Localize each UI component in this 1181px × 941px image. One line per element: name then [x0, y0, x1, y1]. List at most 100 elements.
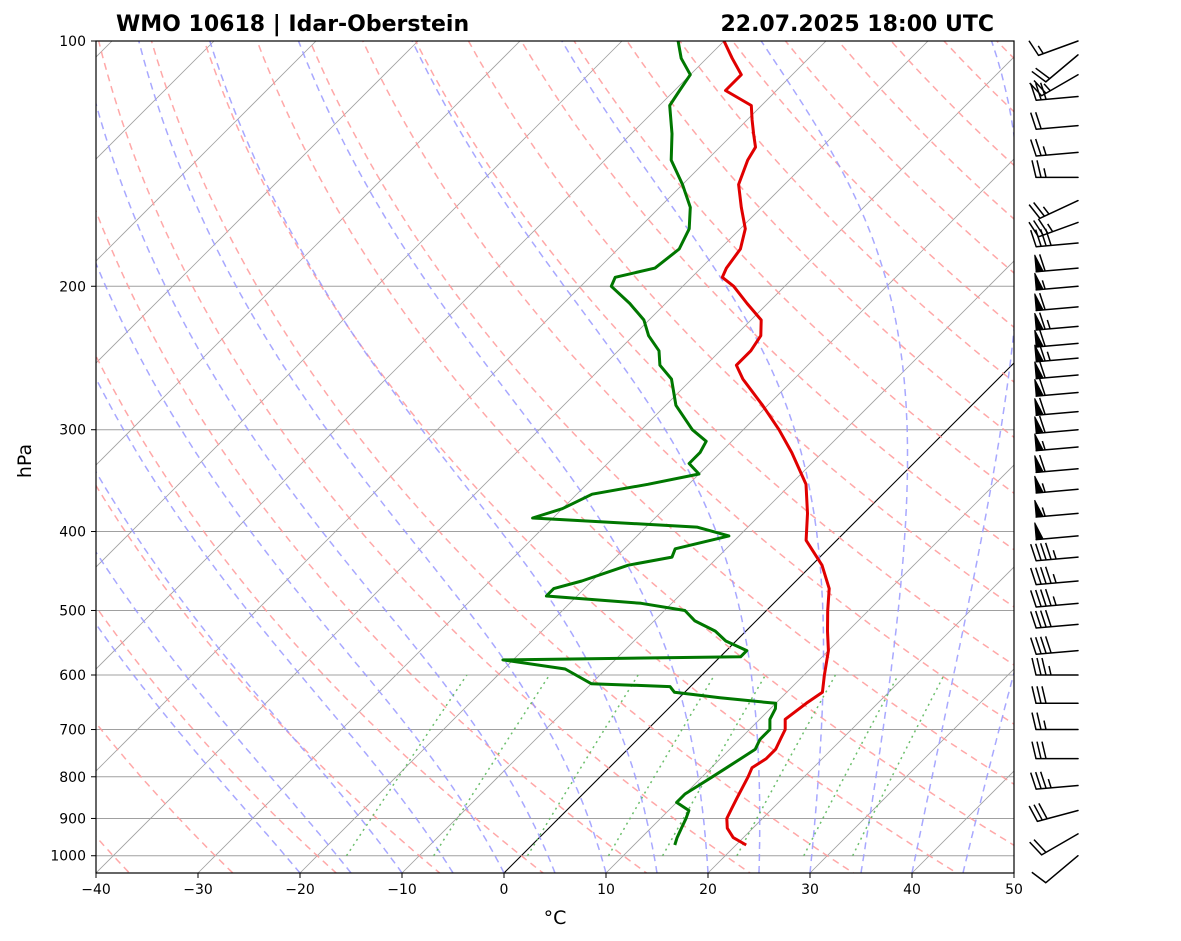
moist-adiabat-line — [96, 550, 352, 873]
wind-barb — [1029, 771, 1079, 790]
isotherm-line — [707, 566, 1014, 873]
wind-barb — [1029, 138, 1079, 157]
x-tick-label: 40 — [903, 882, 921, 898]
wind-barb — [1028, 199, 1079, 220]
wind-barb — [1029, 73, 1079, 97]
y-tick-label: 100 — [59, 34, 86, 50]
isotherm-line — [299, 158, 1014, 873]
isotherm-line — [96, 41, 623, 568]
moist-adiabat-line — [96, 261, 505, 873]
wind-barb — [1029, 111, 1079, 130]
x-tick-label: 20 — [699, 882, 717, 898]
chart-title-station: WMO 10618 | Idar-Oberstein — [116, 12, 469, 37]
wind-barb — [1029, 566, 1079, 586]
moist-adiabat-line — [96, 622, 301, 873]
wind-barb — [1031, 712, 1079, 731]
x-tick-label: −40 — [81, 882, 111, 898]
dry-adiabat-line — [96, 484, 441, 873]
x-tick-label: −30 — [183, 882, 213, 898]
y-tick-label: 700 — [59, 723, 86, 739]
x-tick-label: 0 — [500, 882, 509, 898]
wind-barb — [1031, 741, 1079, 760]
isotherm-line — [401, 260, 1014, 873]
x-axis-ticks: −40 −30 −20 −10 0 10 20 30 40 50 — [81, 873, 1023, 898]
wind-barb — [1034, 454, 1079, 474]
wind-barb — [1031, 686, 1079, 705]
isotherm-line — [96, 41, 419, 364]
mixing-ratio-line — [526, 674, 639, 857]
dry-adiabat-line — [256, 41, 1014, 847]
y-tick-label: 400 — [59, 525, 86, 541]
profile-line-2 — [501, 41, 778, 846]
wind-barbs — [1028, 40, 1079, 884]
wind-barb — [1034, 475, 1079, 494]
profile-line-1 — [720, 41, 831, 847]
x-tick-label: −20 — [285, 882, 315, 898]
moist-adiabat-line — [297, 41, 709, 873]
mixing-ratio-line — [607, 674, 716, 857]
mixing-ratio-line — [736, 674, 837, 857]
y-tick-label: 300 — [59, 423, 86, 439]
dry-adiabat-line — [573, 41, 1014, 495]
dry-adiabat-line — [150, 41, 855, 873]
x-tick-label: 50 — [1005, 882, 1023, 898]
wind-barb — [1034, 272, 1079, 291]
wind-barb — [1029, 636, 1079, 655]
wind-barb — [1028, 803, 1079, 823]
wind-barb — [1034, 522, 1079, 541]
wind-barb — [1029, 542, 1079, 562]
y-axis-ticks: 100 200 300 400 500 600 700 800 900 1000 — [50, 34, 96, 865]
plot-frame — [95, 40, 1015, 874]
wind-barb — [1028, 40, 1079, 57]
x-tick-label: −10 — [387, 882, 417, 898]
isotherm-line — [96, 41, 725, 670]
wind-barb — [1034, 397, 1079, 416]
y-tick-label: 800 — [59, 770, 86, 786]
y-tick-label: 600 — [59, 668, 86, 684]
dry-adiabat-line — [467, 41, 1014, 608]
y-tick-label: 1000 — [50, 849, 86, 865]
dry-adiabat-line — [96, 209, 648, 873]
isotherm-line — [96, 41, 521, 466]
y-tick-label: 200 — [59, 279, 86, 295]
dry-adiabat-line — [361, 41, 1014, 725]
wind-barb — [1034, 254, 1079, 273]
isotherm-line — [197, 56, 1014, 873]
wind-barb — [1029, 833, 1079, 856]
moist-adiabat-line — [96, 101, 556, 873]
mixing-ratio-line — [661, 674, 767, 857]
wind-barb — [1028, 218, 1079, 238]
dry-adiabat-line — [96, 354, 545, 873]
wind-barb — [1034, 329, 1079, 348]
wind-barb — [1034, 378, 1079, 397]
moist-adiabat-line — [96, 470, 403, 873]
wind-barb — [1034, 361, 1079, 380]
y-tick-label: 500 — [59, 603, 86, 619]
moist-adiabat-line — [96, 376, 454, 873]
wind-barb — [1034, 499, 1079, 518]
wind-barb — [1034, 433, 1079, 452]
wind-barb — [1034, 312, 1079, 331]
profile-lines — [501, 41, 831, 847]
wind-barb — [1034, 292, 1079, 312]
wind-barb — [1034, 344, 1079, 363]
x-tick-label: 30 — [801, 882, 819, 898]
reference-lines — [96, 41, 1014, 873]
moist-adiabat-line — [138, 41, 607, 873]
y-tick-label: 900 — [59, 811, 86, 827]
dry-adiabat-line — [96, 605, 338, 873]
x-axis-label: °C — [544, 907, 567, 929]
isotherm-line — [503, 362, 1014, 873]
isotherm-line — [96, 41, 317, 262]
x-tick-label: 10 — [597, 882, 615, 898]
wind-barb — [1031, 854, 1079, 884]
moist-adiabat-line — [911, 41, 1014, 873]
y-axis-label: hPa — [14, 444, 36, 478]
wind-barb — [1029, 588, 1079, 608]
isotherm-line — [96, 41, 827, 772]
wind-barb — [1034, 415, 1079, 435]
wind-barb — [1031, 54, 1079, 83]
isotherm-line — [809, 668, 1014, 873]
